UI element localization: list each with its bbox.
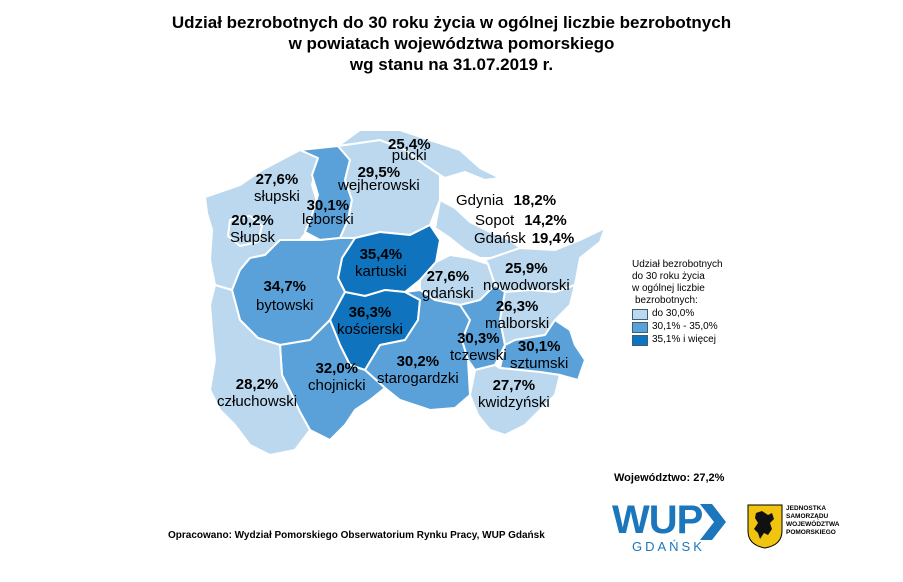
label-malborski: 26,3% malborski [485, 298, 549, 332]
value-malborski: 26,3% [495, 298, 539, 315]
label-sopot: Sopot 14,2% [475, 212, 567, 229]
value-wejherowski: 29,5% [357, 164, 401, 181]
name-sopot: Sopot [475, 212, 515, 229]
name-kartuski: kartuski [355, 263, 407, 280]
value-kwidzynski: 27,7% [492, 377, 536, 394]
value-nowodworski: 25,9% [505, 260, 548, 277]
value-sopot: 14,2% [524, 212, 567, 229]
value-kartuski: 35,4% [359, 246, 403, 263]
district-starogardzki[interactable] [364, 289, 471, 411]
district-czluchowski[interactable] [209, 284, 311, 456]
legend-title-2: do 30 roku życia [632, 271, 705, 282]
legend-title-3: w ogólnej liczbie [632, 283, 705, 294]
unit-line-2: SAMORZĄDU [786, 513, 829, 520]
name-kwidzynski: kwidzyński [478, 394, 550, 411]
name-leborski: lęborski [302, 211, 354, 228]
label-leborski: 30,1% lęborski [302, 197, 354, 228]
name-czluchowski: człuchowski [217, 393, 298, 410]
legend-item-high: 35,1% i więcej [632, 334, 723, 346]
map-legend: Udział bezrobotnych do 30 roku życia w o… [632, 259, 723, 346]
name-chojnicki: chojnicki [308, 377, 366, 394]
regional-unit-label: JEDNOSTKA SAMORZĄDU WOJEWÓDZTWA POMORSKI… [786, 505, 839, 537]
value-gdynia: 18,2% [513, 192, 557, 209]
title-line-2: w powiatach województwa pomorskiego [288, 34, 615, 53]
label-gdansk: Gdańsk 19,4% [474, 230, 574, 247]
value-chojnicki: 32,0% [315, 360, 359, 377]
district-pucki[interactable] [337, 129, 501, 181]
name-gdanski: gdański [422, 285, 474, 302]
voivodeship-total: Województwo: 27,2% [614, 472, 725, 484]
name-pucki: pucki [391, 147, 427, 164]
legend-item-mid: 30,1% - 35,0% [632, 321, 723, 333]
district-kwidzynski[interactable] [469, 364, 561, 436]
label-kartuski: 35,4% kartuski [355, 246, 407, 280]
wup-logo-city: GDAŃSK [632, 539, 705, 554]
name-nowodworski: nowodworski [483, 277, 570, 294]
label-koscierski: 36,3% kościerski [337, 304, 403, 338]
map-title: Udział bezrobotnych do 30 roku życia w o… [0, 12, 903, 75]
value-leborski: 30,1% [306, 197, 350, 214]
wup-logo-text: WUP [612, 498, 703, 542]
label-sztumski: 30,1% sztumski [510, 338, 568, 372]
legend-label-mid: 30,1% - 35,0% [652, 321, 718, 332]
pomorskie-griffin-emblem-icon [747, 504, 783, 549]
name-tczewski: tczewski [450, 347, 507, 364]
name-wejherowski: wejherowski [338, 177, 420, 194]
name-bytowski: bytowski [256, 297, 314, 314]
label-kwidzynski: 27,7% kwidzyński [478, 377, 550, 411]
wup-arrow-icon [700, 504, 726, 540]
title-line-1: Udział bezrobotnych do 30 roku życia w o… [171, 13, 732, 32]
name-starogardzki: starogardzki [377, 370, 459, 387]
name-slupski: słupski [254, 188, 300, 205]
label-pucki: 25,4% pucki [388, 136, 431, 164]
label-starogardzki: 30,2% starogardzki [377, 353, 459, 387]
unit-line-4: POMORSKIEGO [786, 529, 836, 536]
legend-label-high: 35,1% i więcej [652, 334, 716, 345]
label-nowodworski: 25,9% nowodworski [483, 260, 570, 294]
name-malborski: malborski [485, 315, 550, 332]
value-slupski: 27,6% [255, 171, 299, 188]
value-gdanski: 27,6% [426, 268, 470, 285]
name-koscierski: kościerski [337, 321, 403, 338]
label-gdanski: 27,6% gdański [422, 268, 474, 302]
value-starogardzki: 30,2% [396, 353, 440, 370]
unit-line-1: JEDNOSTKA [786, 505, 827, 512]
unit-line-3: WOJEWÓDZTWA [786, 521, 840, 528]
value-sztumski: 30,1% [517, 338, 561, 355]
name-sztumski: sztumski [510, 355, 569, 372]
value-tczewski: 30,3% [457, 330, 500, 347]
name-gdansk: Gdańsk [474, 230, 526, 247]
label-czluchowski: 28,2% człuchowski [217, 376, 297, 410]
name-slupsk: Słupsk [230, 229, 276, 246]
legend-swatch-high [632, 334, 648, 346]
value-pucki: 25,4% [388, 136, 431, 153]
legend-title-4: bezrobotnych: [635, 295, 698, 306]
legend-label-low: do 30,0% [652, 308, 695, 319]
value-slupsk: 20,2% [231, 212, 274, 229]
label-slupsk-city: 20,2% Słupsk [230, 212, 275, 246]
legend-swatch-mid [632, 321, 648, 333]
district-tczewski[interactable] [459, 284, 506, 371]
legend-title-1: Udział bezrobotnych [632, 259, 723, 270]
label-wejherowski: 29,5% wejherowski [338, 164, 420, 194]
label-tczewski: 30,3% tczewski [450, 330, 507, 364]
label-bytowski: 34,7% bytowski [256, 278, 314, 314]
value-gdansk: 19,4% [531, 230, 575, 247]
label-gdynia: Gdynia 18,2% [456, 192, 556, 209]
label-slupski: 27,6% słupski [254, 171, 300, 205]
wup-logo: WUP GDAŃSK [612, 500, 705, 554]
legend-swatch-low [632, 308, 648, 320]
label-chojnicki: 32,0% chojnicki [308, 360, 366, 394]
legend-item-low: do 30,0% [632, 308, 723, 320]
source-note: Opracowano: Wydział Pomorskiego Obserwat… [168, 530, 545, 541]
value-bytowski: 34,7% [263, 278, 307, 295]
value-koscierski: 36,3% [348, 304, 392, 321]
name-gdynia: Gdynia [456, 192, 504, 209]
district-slupsk[interactable] [227, 215, 263, 247]
value-czluchowski: 28,2% [235, 376, 279, 393]
title-line-3: wg stanu na 31.07.2019 r. [349, 55, 554, 74]
